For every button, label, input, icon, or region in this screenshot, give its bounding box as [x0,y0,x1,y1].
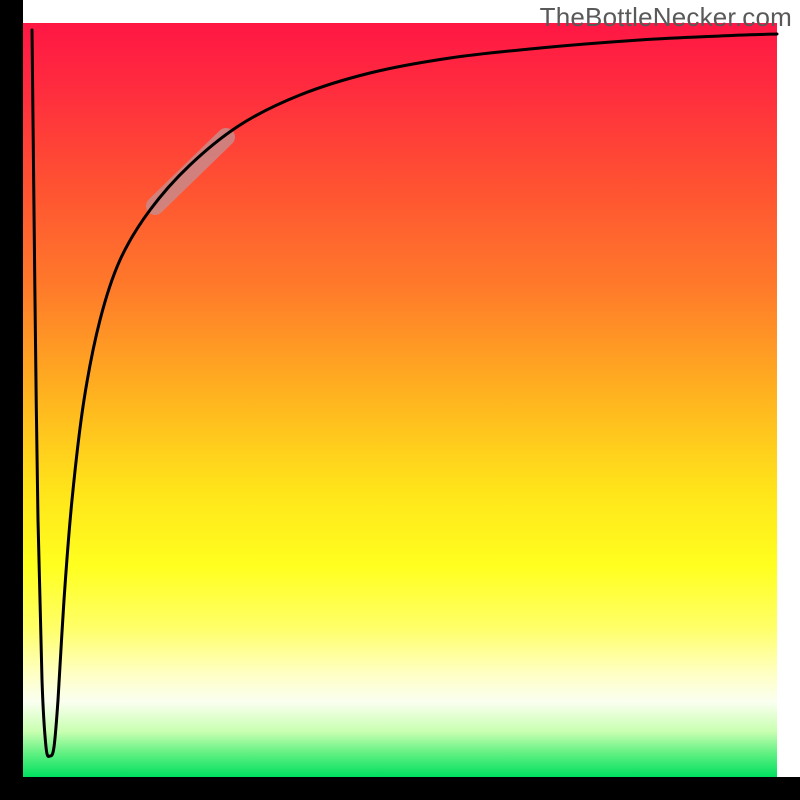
gradient-background [23,23,777,777]
x-axis [0,777,800,800]
bottleneck-chart [0,0,800,800]
watermark-text: TheBottleNecker.com [540,2,792,33]
chart-container: TheBottleNecker.com [0,0,800,800]
y-axis [0,0,23,800]
